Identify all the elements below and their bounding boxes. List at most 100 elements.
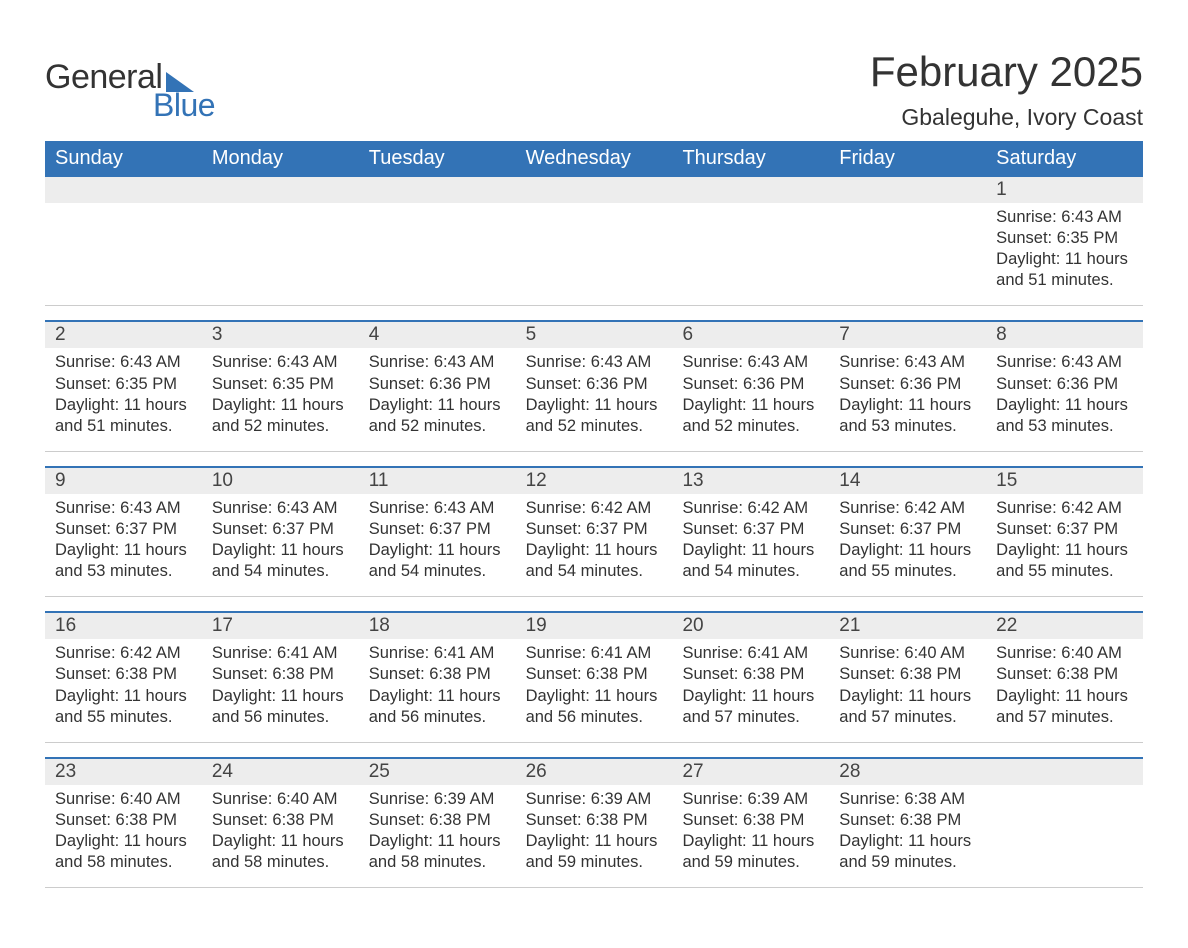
daylight2-text: and 52 minutes. xyxy=(682,416,819,437)
day-number-bar xyxy=(986,759,1143,785)
day-number-bar: 23 xyxy=(45,759,202,785)
daylight1-text: Daylight: 11 hours xyxy=(526,540,663,561)
sunrise-text: Sunrise: 6:43 AM xyxy=(212,498,349,519)
day-info: Sunrise: 6:40 AMSunset: 6:38 PMDaylight:… xyxy=(986,639,1143,741)
daylight2-text: and 53 minutes. xyxy=(839,416,976,437)
day-number-bar: 4 xyxy=(359,322,516,348)
sunrise-text: Sunrise: 6:39 AM xyxy=(682,789,819,810)
day-cell: 26Sunrise: 6:39 AMSunset: 6:38 PMDayligh… xyxy=(516,759,673,887)
sunset-text: Sunset: 6:36 PM xyxy=(839,374,976,395)
page-title: February 2025 xyxy=(870,48,1143,96)
sunset-text: Sunset: 6:37 PM xyxy=(55,519,192,540)
day-cell: 10Sunrise: 6:43 AMSunset: 6:37 PMDayligh… xyxy=(202,468,359,596)
day-info: Sunrise: 6:43 AMSunset: 6:36 PMDaylight:… xyxy=(829,348,986,450)
day-cell: 11Sunrise: 6:43 AMSunset: 6:37 PMDayligh… xyxy=(359,468,516,596)
day-number-bar: 8 xyxy=(986,322,1143,348)
day-number: 27 xyxy=(672,761,703,783)
day-cell: 16Sunrise: 6:42 AMSunset: 6:38 PMDayligh… xyxy=(45,613,202,741)
sunset-text: Sunset: 6:38 PM xyxy=(839,810,976,831)
day-info: Sunrise: 6:41 AMSunset: 6:38 PMDaylight:… xyxy=(202,639,359,741)
sunset-text: Sunset: 6:37 PM xyxy=(369,519,506,540)
day-number: 12 xyxy=(516,470,547,492)
day-number-bar: 2 xyxy=(45,322,202,348)
daylight1-text: Daylight: 11 hours xyxy=(55,686,192,707)
day-number: 24 xyxy=(202,761,233,783)
daylight1-text: Daylight: 11 hours xyxy=(682,686,819,707)
day-info: Sunrise: 6:41 AMSunset: 6:38 PMDaylight:… xyxy=(359,639,516,741)
day-number-bar: 19 xyxy=(516,613,673,639)
sunrise-text: Sunrise: 6:43 AM xyxy=(369,498,506,519)
day-number: 11 xyxy=(359,470,389,492)
day-info: Sunrise: 6:43 AMSunset: 6:35 PMDaylight:… xyxy=(202,348,359,450)
daylight2-text: and 57 minutes. xyxy=(996,707,1133,728)
day-cell: 13Sunrise: 6:42 AMSunset: 6:37 PMDayligh… xyxy=(672,468,829,596)
sunrise-text: Sunrise: 6:42 AM xyxy=(839,498,976,519)
day-info: Sunrise: 6:43 AMSunset: 6:36 PMDaylight:… xyxy=(516,348,673,450)
day-info: Sunrise: 6:39 AMSunset: 6:38 PMDaylight:… xyxy=(672,785,829,887)
daylight2-text: and 54 minutes. xyxy=(212,561,349,582)
day-number: 9 xyxy=(45,470,66,492)
daylight1-text: Daylight: 11 hours xyxy=(996,249,1133,270)
day-cell: 28Sunrise: 6:38 AMSunset: 6:38 PMDayligh… xyxy=(829,759,986,887)
day-cell: 2Sunrise: 6:43 AMSunset: 6:35 PMDaylight… xyxy=(45,322,202,450)
day-cell xyxy=(202,177,359,305)
day-number: 18 xyxy=(359,615,390,637)
day-number: 20 xyxy=(672,615,703,637)
daylight1-text: Daylight: 11 hours xyxy=(682,395,819,416)
sunrise-text: Sunrise: 6:41 AM xyxy=(682,643,819,664)
daylight1-text: Daylight: 11 hours xyxy=(839,831,976,852)
day-cell: 3Sunrise: 6:43 AMSunset: 6:35 PMDaylight… xyxy=(202,322,359,450)
brand-logo: General Blue xyxy=(45,30,215,124)
day-number-bar: 20 xyxy=(672,613,829,639)
daylight2-text: and 58 minutes. xyxy=(212,852,349,873)
daylight1-text: Daylight: 11 hours xyxy=(55,540,192,561)
sunset-text: Sunset: 6:38 PM xyxy=(682,810,819,831)
sunset-text: Sunset: 6:35 PM xyxy=(996,228,1133,249)
day-info: Sunrise: 6:42 AMSunset: 6:37 PMDaylight:… xyxy=(986,494,1143,596)
day-number-bar: 27 xyxy=(672,759,829,785)
week-row: 2Sunrise: 6:43 AMSunset: 6:35 PMDaylight… xyxy=(45,320,1143,451)
day-info: Sunrise: 6:43 AMSunset: 6:35 PMDaylight:… xyxy=(986,203,1143,305)
day-number-bar: 13 xyxy=(672,468,829,494)
sunrise-text: Sunrise: 6:43 AM xyxy=(55,498,192,519)
sunset-text: Sunset: 6:36 PM xyxy=(526,374,663,395)
sunset-text: Sunset: 6:36 PM xyxy=(996,374,1133,395)
day-number-bar xyxy=(45,177,202,203)
day-cell: 7Sunrise: 6:43 AMSunset: 6:36 PMDaylight… xyxy=(829,322,986,450)
day-number-bar: 11 xyxy=(359,468,516,494)
day-number: 13 xyxy=(672,470,703,492)
day-info: Sunrise: 6:42 AMSunset: 6:37 PMDaylight:… xyxy=(829,494,986,596)
sunrise-text: Sunrise: 6:43 AM xyxy=(55,352,192,373)
day-info: Sunrise: 6:43 AMSunset: 6:36 PMDaylight:… xyxy=(986,348,1143,450)
day-number-bar: 25 xyxy=(359,759,516,785)
sunrise-text: Sunrise: 6:43 AM xyxy=(526,352,663,373)
daylight2-text: and 59 minutes. xyxy=(682,852,819,873)
day-number: 17 xyxy=(202,615,233,637)
sunset-text: Sunset: 6:36 PM xyxy=(369,374,506,395)
day-cell: 18Sunrise: 6:41 AMSunset: 6:38 PMDayligh… xyxy=(359,613,516,741)
day-number-bar: 17 xyxy=(202,613,359,639)
day-cell: 17Sunrise: 6:41 AMSunset: 6:38 PMDayligh… xyxy=(202,613,359,741)
daylight2-text: and 54 minutes. xyxy=(369,561,506,582)
day-cell xyxy=(986,759,1143,887)
day-cell xyxy=(45,177,202,305)
day-number-bar: 3 xyxy=(202,322,359,348)
daylight1-text: Daylight: 11 hours xyxy=(369,831,506,852)
daylight2-text: and 55 minutes. xyxy=(996,561,1133,582)
daylight2-text: and 55 minutes. xyxy=(55,707,192,728)
day-number-bar: 5 xyxy=(516,322,673,348)
daylight1-text: Daylight: 11 hours xyxy=(212,395,349,416)
weekday-header: Saturday xyxy=(986,141,1143,177)
day-number-bar: 15 xyxy=(986,468,1143,494)
day-number-bar: 12 xyxy=(516,468,673,494)
daylight2-text: and 52 minutes. xyxy=(212,416,349,437)
day-number: 26 xyxy=(516,761,547,783)
day-info: Sunrise: 6:39 AMSunset: 6:38 PMDaylight:… xyxy=(359,785,516,887)
daylight2-text: and 56 minutes. xyxy=(526,707,663,728)
day-cell: 27Sunrise: 6:39 AMSunset: 6:38 PMDayligh… xyxy=(672,759,829,887)
daylight1-text: Daylight: 11 hours xyxy=(55,395,192,416)
day-cell: 23Sunrise: 6:40 AMSunset: 6:38 PMDayligh… xyxy=(45,759,202,887)
daylight2-text: and 59 minutes. xyxy=(526,852,663,873)
day-number: 14 xyxy=(829,470,860,492)
sunrise-text: Sunrise: 6:42 AM xyxy=(996,498,1133,519)
